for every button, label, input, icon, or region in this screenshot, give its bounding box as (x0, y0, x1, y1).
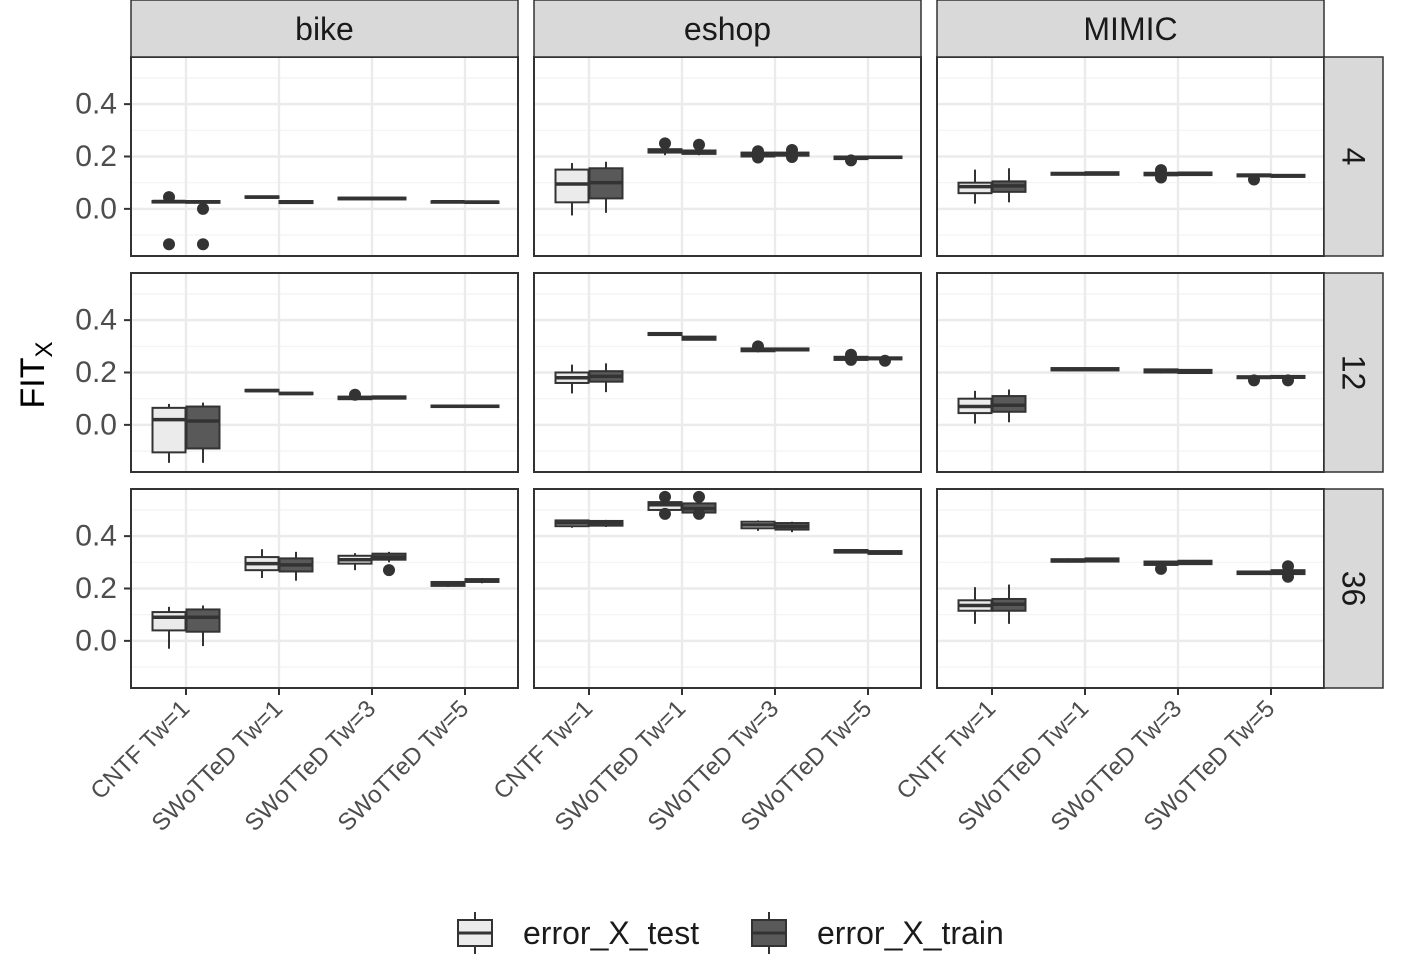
outlier-point (659, 507, 671, 520)
outlier-point (786, 151, 798, 164)
y-tick-label: 0.2 (75, 356, 117, 389)
box-error_X_test (554, 168, 590, 204)
box-error_X_test (151, 406, 187, 454)
y-tick-label: 0.0 (75, 624, 117, 657)
row-strip-12 (1323, 272, 1384, 473)
column-strip-label: bike (295, 11, 354, 47)
outlier-point (659, 137, 671, 150)
row-strip-36 (1323, 488, 1384, 689)
y-tick-label: 0.0 (75, 408, 117, 441)
outlier-point (659, 490, 671, 503)
y-tick-label: 0.4 (75, 304, 117, 337)
panel-border (533, 488, 922, 689)
row-strip-label: 12 (1336, 355, 1372, 391)
row-strip-label: 36 (1336, 571, 1372, 607)
outlier-point (879, 354, 891, 367)
box-error_X_train (185, 608, 221, 633)
outlier-point (383, 564, 395, 577)
outlier-point (1155, 562, 1167, 575)
box-error_X_train (185, 405, 221, 450)
outlier-point (1248, 374, 1260, 387)
column-strip-label: MIMIC (1083, 11, 1177, 47)
column-strip-eshop (533, 0, 922, 58)
box-error_X_test (151, 611, 187, 632)
outlier-point (752, 151, 764, 164)
outlier-point (693, 138, 705, 151)
panels-layer (130, 56, 1325, 689)
outlier-point (163, 191, 175, 204)
outlier-point (752, 340, 764, 353)
legend-label: error_X_train (817, 915, 1004, 951)
column-strip-bike (130, 0, 519, 58)
y-tick-label: 0.2 (75, 572, 117, 605)
outlier-point (693, 490, 705, 503)
panel-border (533, 272, 922, 473)
strips-layer: bike eshop MIMIC 4 12 36 (130, 0, 1384, 689)
outlier-point (1155, 171, 1167, 184)
outlier-point (845, 353, 857, 366)
outlier-point (1248, 173, 1260, 186)
outlier-point (693, 507, 705, 520)
y-tick-label: 0.2 (75, 140, 117, 173)
column-strip-MIMIC (936, 0, 1325, 58)
row-strip-4 (1323, 56, 1384, 257)
outlier-point (1282, 560, 1294, 573)
outlier-point (349, 388, 361, 401)
y-axis-label: FITX (14, 342, 58, 409)
outlier-point (845, 154, 857, 167)
y-tick-label: 0.4 (75, 88, 117, 121)
outlier-point (197, 238, 209, 251)
row-strip-label: 4 (1336, 148, 1372, 166)
outlier-point (163, 238, 175, 251)
column-strip-label: eshop (684, 11, 771, 47)
legend-label: error_X_test (523, 915, 699, 951)
outlier-point (1282, 570, 1294, 583)
y-tick-label: 0.0 (75, 192, 117, 225)
legend: error_X_test error_X_train (457, 912, 1004, 954)
y-tick-label: 0.4 (75, 520, 117, 553)
outlier-point (1282, 374, 1294, 387)
outlier-point (197, 202, 209, 215)
